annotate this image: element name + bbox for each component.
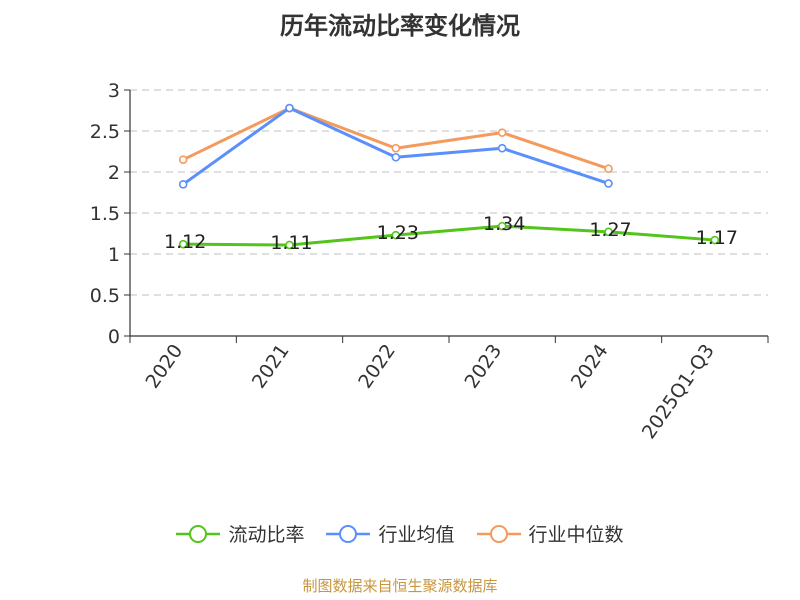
source-footer: 制图数据来自恒生聚源数据库 — [302, 577, 498, 595]
data-point — [710, 235, 720, 245]
data-point — [178, 239, 188, 249]
y-tick-label: 0.5 — [90, 285, 120, 307]
data-label: 1.11 — [270, 232, 312, 254]
x-tick-label: 2025Q1-Q3 — [638, 340, 719, 443]
legend: 流动比率 行业均值 行业中位数 — [0, 520, 800, 547]
data-point — [604, 164, 613, 174]
series-layer — [178, 103, 720, 250]
legend-label: 流动比率 — [228, 524, 305, 546]
data-point — [497, 128, 507, 137]
y-tick-label: 1.5 — [90, 203, 120, 225]
x-tick-label: 2021 — [248, 340, 294, 392]
data-label: 1.23 — [377, 222, 419, 244]
legend-item[interactable]: 流动比率 — [176, 520, 304, 547]
legend-label: 行业均值 — [378, 524, 455, 546]
y-tick-label: 1 — [108, 244, 120, 266]
legend-item[interactable]: 行业中位数 — [476, 520, 624, 547]
data-point — [604, 179, 613, 188]
legend-marker-icon — [326, 524, 371, 543]
data-point — [497, 143, 507, 153]
line-chart: 0 0.5 1 1.5 2 2.5 3 2020 2021 2022 2023 2024 2025Q1-… — [90, 80, 769, 443]
data-point — [391, 143, 401, 153]
data-label: 1.17 — [696, 227, 738, 249]
data-point — [285, 240, 294, 250]
data-label: 1.12 — [164, 231, 206, 253]
axis-layer: 0 0.5 1 1.5 2 2.5 3 2020 2021 2022 2023 2024 2025Q1-… — [90, 80, 769, 443]
y-tick-label: 3 — [108, 80, 120, 102]
legend-label: 行业中位数 — [528, 524, 624, 546]
x-tick-label: 2023 — [461, 340, 507, 392]
y-tick-label: 2 — [108, 162, 120, 184]
y-tick-label: 2.5 — [90, 121, 120, 143]
legend-marker-icon — [176, 524, 221, 543]
legend-item[interactable]: 行业均值 — [326, 520, 455, 547]
x-tick-label: 2024 — [567, 340, 613, 392]
data-point — [391, 230, 401, 240]
y-tick-label: 0 — [108, 326, 120, 348]
series-line — [183, 224, 715, 247]
data-point — [497, 221, 507, 231]
data-point — [178, 155, 188, 164]
legend-marker-icon — [476, 524, 521, 543]
data-point — [604, 227, 613, 237]
data-point — [285, 103, 294, 113]
grid-layer — [130, 89, 768, 296]
data-point — [391, 152, 401, 162]
label-layer: 1.12 1.11 1.23 1.34 1.27 1.17 — [164, 213, 738, 254]
chart-title: 历年流动比率变化情况 — [280, 12, 520, 40]
x-tick-label: 2022 — [354, 340, 400, 392]
data-label: 1.27 — [589, 219, 631, 241]
x-tick-label: 2020 — [142, 340, 188, 392]
data-point — [178, 180, 188, 189]
data-label: 1.34 — [483, 213, 525, 235]
